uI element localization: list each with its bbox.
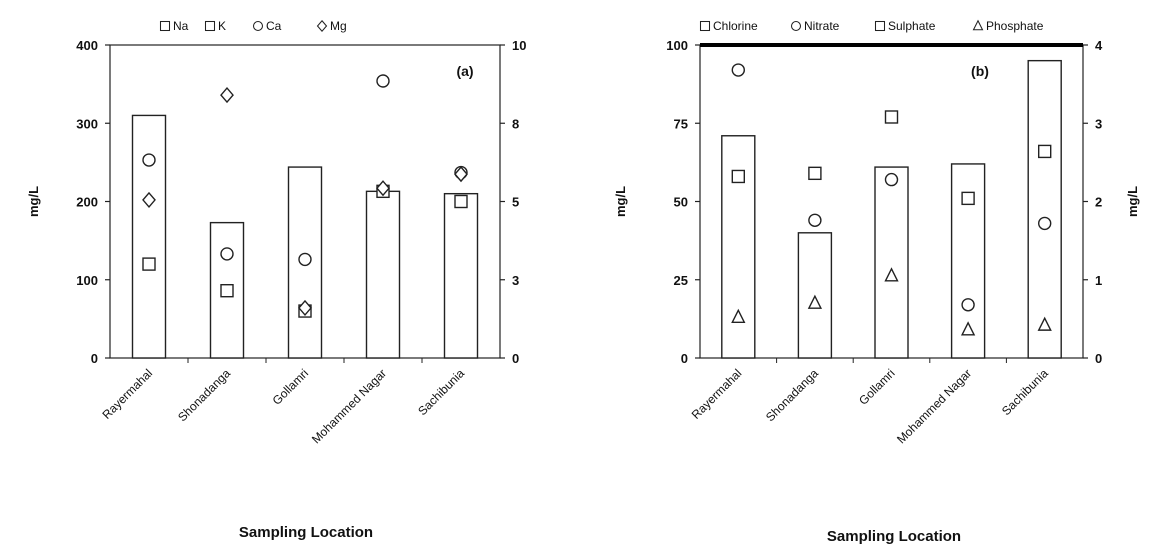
legend-label-nitrate: Nitrate (804, 19, 840, 33)
y-tick-label-b: 50 (674, 195, 688, 210)
y2-axis-label-b: mg/L (1125, 186, 1140, 217)
y2-tick-label-b: 2 (1095, 195, 1102, 210)
category-label-b: Rayermahal (689, 366, 745, 422)
y-tick-label-a: 200 (76, 195, 98, 210)
category-label-b: Sachibunia (999, 366, 1051, 418)
point-mg (298, 299, 312, 316)
legend-label-sulphate: Sulphate (888, 19, 936, 33)
bar-na (443, 192, 479, 359)
y2-tick-label-a: 5 (512, 195, 519, 210)
legend-item-k: K (204, 19, 226, 33)
legend-item-nitrate: Nitrate (790, 19, 840, 33)
y-tick-label-b: 25 (674, 273, 688, 288)
bar-na (131, 114, 167, 359)
point-k (454, 194, 468, 209)
y-tick-label-a: 100 (76, 273, 98, 288)
y2-tick-label-b: 1 (1095, 273, 1102, 288)
point-phosphate (884, 267, 899, 282)
point-ca (220, 247, 234, 261)
point-sulphate (961, 191, 975, 206)
legend-item-chlorine: Chlorine (699, 19, 758, 33)
category-label-a: Shonadanga (175, 366, 233, 424)
bar-chlorine (874, 166, 909, 359)
legend-item-na: Na (159, 19, 189, 33)
category-label-a: Rayermahal (99, 366, 155, 422)
point-sulphate (808, 166, 822, 181)
legend-label-k: K (218, 19, 226, 33)
y-tick-label-a: 400 (76, 38, 98, 53)
x-axis-label-b: Sampling Location (827, 528, 961, 545)
bar-chlorine (1027, 59, 1062, 359)
bar-chlorine (721, 135, 756, 359)
point-mg (376, 180, 390, 197)
legend-symbol-ca (252, 20, 264, 32)
bar-na (365, 190, 401, 359)
y-tick-label-b: 100 (666, 38, 688, 53)
legend-label-ca: Ca (266, 19, 282, 33)
legend-symbol-mg (316, 19, 328, 33)
legend-symbol-chlorine (699, 20, 711, 32)
category-label-b: Mohammed Nagar (894, 366, 974, 446)
y2-tick-label-a: 8 (512, 116, 519, 131)
category-label-a: Gollamri (270, 366, 311, 407)
point-k (142, 257, 156, 271)
point-mg (454, 166, 468, 183)
legend-label-na: Na (173, 19, 189, 33)
y2-tick-label-a: 10 (512, 38, 526, 53)
point-nitrate (884, 172, 899, 187)
chart-panel-b: 0 25 50 75 100 0 1 2 3 4 mg/L mg/L Rayermahal Shonada… (613, 19, 1140, 545)
point-phosphate (807, 294, 823, 309)
legend-label-mg: Mg (330, 19, 347, 33)
y-axis-label-b: mg/L (613, 186, 628, 217)
y-tick-label-b: 75 (674, 116, 688, 131)
point-sulphate (1037, 144, 1052, 159)
legend-label-phosphate: Phosphate (986, 19, 1044, 33)
point-ca (142, 153, 156, 167)
legend-item-ca: Ca (252, 19, 282, 33)
legend-label-chlorine: Chlorine (713, 19, 758, 33)
point-nitrate (731, 63, 745, 77)
point-phosphate (1037, 316, 1052, 331)
category-label-b: Gollamri (856, 366, 897, 407)
legend-item-sulphate: Sulphate (874, 19, 936, 33)
legend-symbol-nitrate (790, 20, 802, 32)
legend-item-mg: Mg (316, 19, 347, 33)
point-phosphate (960, 321, 976, 336)
chart-panel-a: 0 100 200 300 400 0 3 5 8 10 mg/L Rayermahal Shonada… (26, 19, 526, 541)
point-phosphate (731, 308, 746, 324)
legend-item-phosphate: Phosphate (972, 19, 1044, 33)
panel-label-b: (b) (971, 63, 989, 79)
y2-tick-label-a: 3 (512, 273, 519, 288)
x-axis-label-a: Sampling Location (239, 524, 373, 541)
point-ca (298, 252, 312, 267)
point-k (220, 284, 234, 298)
point-nitrate (808, 213, 822, 227)
y2-tick-label-b: 4 (1095, 38, 1103, 53)
point-mg (220, 87, 234, 104)
y-tick-label-a: 0 (91, 351, 98, 366)
panel-label-a: (a) (456, 63, 473, 79)
legend-symbol-na (159, 20, 171, 32)
point-ca (376, 74, 390, 88)
legend-symbol-sulphate (874, 20, 886, 32)
point-mg (142, 191, 156, 209)
y-tick-label-b: 0 (681, 351, 688, 366)
point-nitrate (1037, 216, 1052, 231)
y-axis-label-a: mg/L (26, 186, 41, 217)
category-label-a: Mohammed Nagar (309, 366, 389, 446)
category-label-a: Sachibunia (415, 366, 467, 418)
y-tick-label-a: 300 (76, 116, 98, 131)
category-label-b: Shonadanga (763, 366, 821, 424)
point-sulphate (884, 110, 899, 124)
y2-tick-label-b: 3 (1095, 116, 1102, 131)
legend-symbol-phosphate (972, 19, 984, 31)
point-nitrate (961, 298, 975, 312)
y2-tick-label-a: 0 (512, 351, 519, 366)
point-sulphate (731, 169, 745, 184)
y2-tick-label-b: 0 (1095, 351, 1102, 366)
legend-symbol-k (204, 20, 216, 32)
